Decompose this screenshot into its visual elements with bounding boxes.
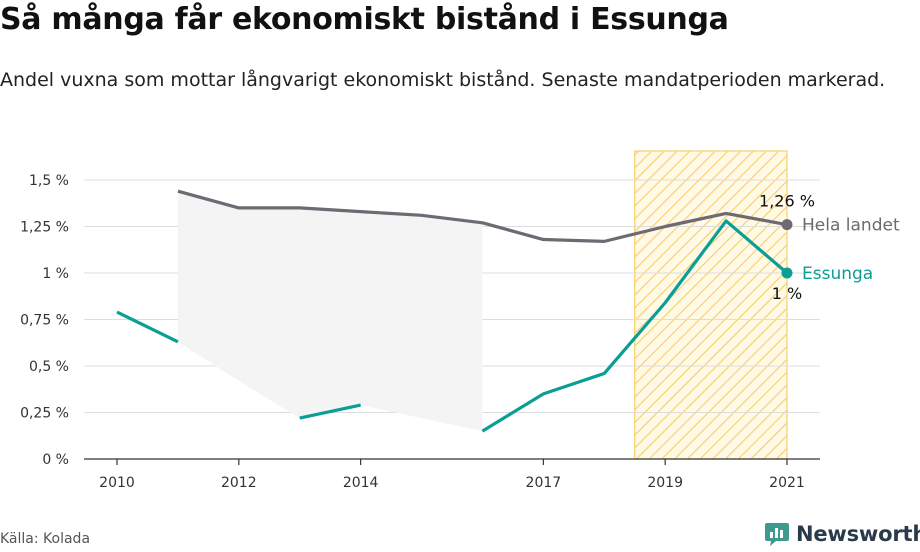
series-line-local — [116, 310, 179, 344]
y-tick-label: 0,75 % — [20, 313, 69, 329]
chart-title: Så många får ekonomiskt bistånd i Essung… — [0, 2, 729, 37]
y-tick-label: 0,25 % — [20, 406, 69, 422]
y-tick-label: 1,5 % — [29, 173, 69, 189]
x-tick-label: 2021 — [769, 475, 805, 491]
y-tick-label: 0,5 % — [29, 359, 69, 375]
end-point-national — [781, 219, 793, 231]
x-tick-label: 2010 — [99, 475, 135, 491]
series-line-national — [177, 189, 788, 243]
line-chart: 0 % 0,25 % 0,5 % 0,75 % 1 % 1,25 % 1,5 % 2010 20… — [20, 150, 900, 491]
x-tick-label: 2012 — [221, 475, 257, 491]
value-label-local: 1 % — [772, 284, 802, 303]
newsworthy-logo-icon — [765, 523, 789, 546]
source-note: Källa: Kolada — [0, 531, 91, 547]
series-name-national: Hela landet — [802, 216, 900, 236]
series-line-local — [299, 403, 361, 420]
value-label-national: 1,26 % — [759, 192, 815, 211]
missing-data-band — [177, 191, 483, 432]
highlight-period — [634, 150, 788, 460]
brand-logo[interactable]: Newsworthy — [764, 519, 920, 549]
y-tick-label: 1,25 % — [20, 220, 69, 236]
x-tick-label: 2019 — [647, 475, 683, 491]
x-tick-label: 2017 — [526, 475, 562, 491]
end-point-local — [781, 267, 793, 279]
chart-subtitle: Andel vuxna som mottar långvarigt ekonom… — [0, 69, 886, 91]
y-tick-label: 0 % — [42, 452, 69, 468]
brand-name: Newsworthy — [796, 522, 920, 546]
y-tick-label: 1 % — [42, 266, 69, 282]
series-name-local: Essunga — [802, 264, 873, 284]
series-line-local — [481, 219, 789, 433]
x-tick-label: 2014 — [343, 475, 379, 491]
